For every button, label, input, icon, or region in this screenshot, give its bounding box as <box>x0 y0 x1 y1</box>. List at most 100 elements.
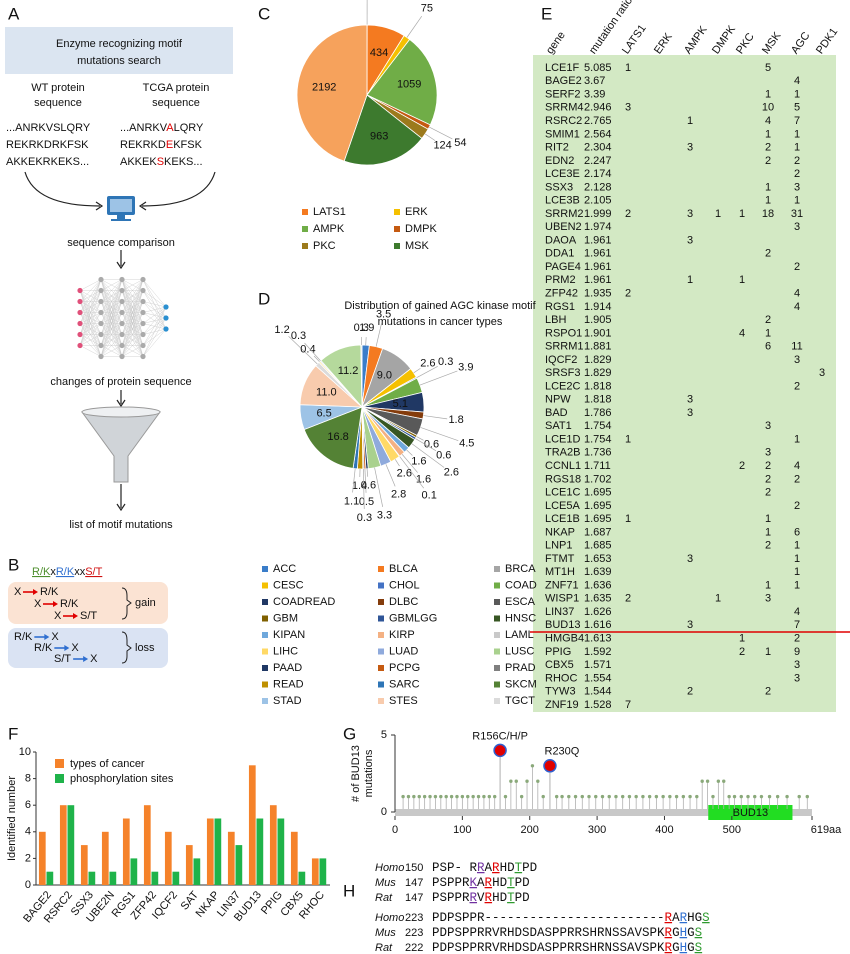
network-edge <box>121 279 144 313</box>
table-cell: 7 <box>794 619 800 631</box>
table-cell: 1.592 <box>584 646 612 658</box>
table-cell: 2.765 <box>584 115 612 127</box>
value-label: 1.1 <box>344 495 359 507</box>
table-cell: 9 <box>794 646 800 658</box>
network-node <box>77 309 83 316</box>
value-label: 963 <box>370 131 388 143</box>
y-tick-label: 10 <box>19 746 31 758</box>
legend-swatch <box>302 226 308 232</box>
table-cell: 3 <box>687 234 693 246</box>
bar <box>319 858 327 885</box>
loss-to: X <box>90 653 98 665</box>
mutation-head <box>647 794 652 799</box>
mutation-head <box>739 794 743 799</box>
mutation-head <box>681 794 686 799</box>
network-edge <box>100 279 123 357</box>
table-background <box>533 55 836 712</box>
table-cell: SRRM2 <box>545 208 584 220</box>
table-cell: 2 <box>794 473 800 485</box>
value-label: 6.5 <box>316 407 331 419</box>
bar <box>277 818 285 885</box>
value-label: 0.1 <box>422 489 437 501</box>
bar <box>214 818 222 885</box>
table-cell: 4 <box>794 287 800 299</box>
aligned-sequence: PDPSPPR------------------------RARHGS <box>432 911 710 925</box>
table-cell: 1 <box>687 274 693 286</box>
value-label: 2.8 <box>391 489 406 501</box>
mutation-head <box>753 794 757 799</box>
table-cell: SRSF3 <box>545 367 580 379</box>
table-cell: UBEN2 <box>545 221 582 233</box>
network-edge <box>79 279 102 335</box>
leader-line <box>304 342 321 362</box>
network-node <box>163 304 169 310</box>
table-cell: 2 <box>794 168 800 180</box>
table-cell: ZNF19 <box>545 699 579 711</box>
legend-swatch <box>494 698 500 704</box>
table-cell: 1.754 <box>584 433 612 445</box>
network-edge <box>121 334 144 357</box>
leader-line <box>288 335 318 365</box>
funnel <box>81 406 161 483</box>
text-segment: PD <box>522 861 537 875</box>
table-cell: 10 <box>762 102 774 114</box>
network-edge <box>100 290 123 357</box>
network-edge <box>142 328 167 357</box>
legend-swatch <box>55 759 64 768</box>
mutation-head <box>661 794 665 799</box>
aligned-sequence: PSPPRKARHDTPD <box>432 876 530 890</box>
value-label: 3.9 <box>458 362 473 374</box>
table-cell: 4 <box>794 606 800 618</box>
mutation-head <box>767 794 772 799</box>
mutation-head <box>530 764 535 768</box>
legend-swatch <box>262 665 268 671</box>
table-cell: 6 <box>794 526 800 538</box>
table-cell: 1.905 <box>584 314 612 326</box>
x-tick-label: 500 <box>723 824 741 836</box>
table-cell: 1.554 <box>584 672 612 684</box>
table-cell: 2.174 <box>584 168 612 180</box>
wt-title: WT protein <box>31 82 85 94</box>
mutation-head <box>560 794 564 799</box>
hotspot-marker <box>543 759 557 773</box>
text-segment: xx <box>74 566 86 578</box>
table-cell: PRM2 <box>545 274 576 286</box>
mutation-head <box>654 794 659 799</box>
value-label: 54 <box>454 137 466 149</box>
value-label: 0.3 <box>291 330 306 342</box>
value-label: 124 <box>433 140 451 152</box>
legend-label: ESCA <box>505 596 536 608</box>
column-header: PDK1 <box>814 26 840 56</box>
network-node <box>77 342 83 349</box>
legend-swatch <box>494 566 500 572</box>
bar <box>46 871 54 885</box>
legend-swatch <box>302 243 308 249</box>
leader-line <box>406 15 423 38</box>
table-cell: 1.829 <box>584 354 612 366</box>
table-cell: CBX5 <box>545 659 574 671</box>
table-cell: 4 <box>794 75 800 87</box>
loss-from: R/K <box>14 631 33 643</box>
table-cell: 1.818 <box>584 394 612 406</box>
computer-icon <box>107 196 135 221</box>
network-edge <box>142 306 167 346</box>
mutation-head <box>422 794 427 799</box>
network-node <box>119 287 125 294</box>
column-header: gene <box>544 29 568 56</box>
table-cell: 1 <box>794 128 800 140</box>
network-node <box>119 298 125 305</box>
network-node <box>119 276 125 283</box>
table-cell: 2.304 <box>584 142 612 154</box>
bar <box>206 818 214 885</box>
table-cell: 1 <box>765 579 771 591</box>
table-cell: 1 <box>794 195 800 207</box>
legend-label: PAAD <box>273 662 302 674</box>
table-cell: NKAP <box>545 526 575 538</box>
table-cell: 1.687 <box>584 526 612 538</box>
text-segment: R <box>665 941 673 954</box>
table-cell: 18 <box>762 208 774 220</box>
value-label: 0.3 <box>354 322 369 334</box>
table-cell: 1 <box>794 142 800 154</box>
legend-swatch <box>262 681 268 688</box>
table-cell: 1 <box>715 208 721 220</box>
